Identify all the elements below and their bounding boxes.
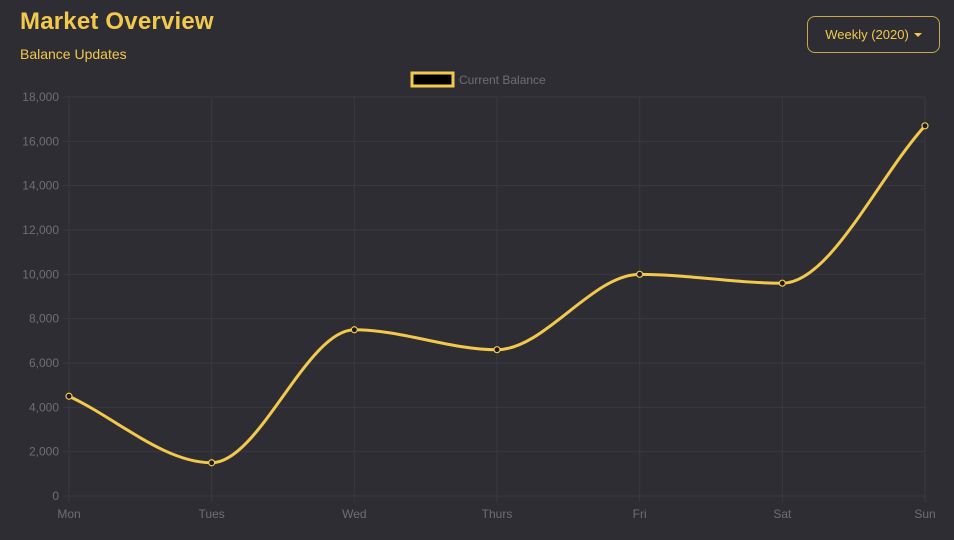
chart-series: [65, 122, 929, 467]
x-tick-label: Fri: [633, 507, 647, 521]
x-tick-label: Thurs: [482, 507, 513, 521]
y-tick-label: 4,000: [29, 400, 59, 414]
legend-swatch[interactable]: [410, 71, 455, 88]
range-dropdown-label: Weekly (2020): [825, 27, 909, 42]
y-tick-label: 0: [52, 489, 59, 503]
legend-label[interactable]: Current Balance: [459, 73, 546, 87]
x-tick-label: Sat: [773, 507, 792, 521]
y-tick-label: 8,000: [29, 312, 59, 326]
data-point[interactable]: [350, 326, 358, 334]
y-tick-label: 14,000: [22, 179, 59, 193]
y-tick-label: 16,000: [22, 134, 59, 148]
caret-down-icon: [913, 33, 922, 37]
x-tick-label: Sun: [914, 507, 935, 521]
chart-axes: 0 2,000 4,000 6,000 8,000 10,000 12,000 14,000 1…: [22, 90, 935, 521]
data-point[interactable]: [208, 459, 216, 467]
page-title: Market Overview: [20, 8, 214, 35]
y-tick-label: 6,000: [29, 356, 59, 370]
y-tick-label: 12,000: [22, 223, 59, 237]
y-tick-label: 18,000: [22, 90, 59, 104]
chart-legend[interactable]: Current Balance: [410, 71, 546, 88]
x-tick-label: Mon: [57, 507, 80, 521]
x-tick-label: Wed: [342, 507, 366, 521]
data-point[interactable]: [636, 270, 644, 278]
y-tick-label: 2,000: [29, 445, 59, 459]
data-point[interactable]: [778, 279, 786, 287]
data-point[interactable]: [921, 122, 929, 130]
x-tick-label: Tues: [199, 507, 225, 521]
data-point[interactable]: [65, 392, 73, 400]
page-subtitle: Balance Updates: [20, 46, 127, 62]
y-tick-label: 10,000: [22, 267, 59, 281]
range-dropdown-button[interactable]: Weekly (2020): [807, 16, 940, 53]
data-point[interactable]: [493, 346, 501, 354]
chart-grid: [63, 96, 926, 502]
